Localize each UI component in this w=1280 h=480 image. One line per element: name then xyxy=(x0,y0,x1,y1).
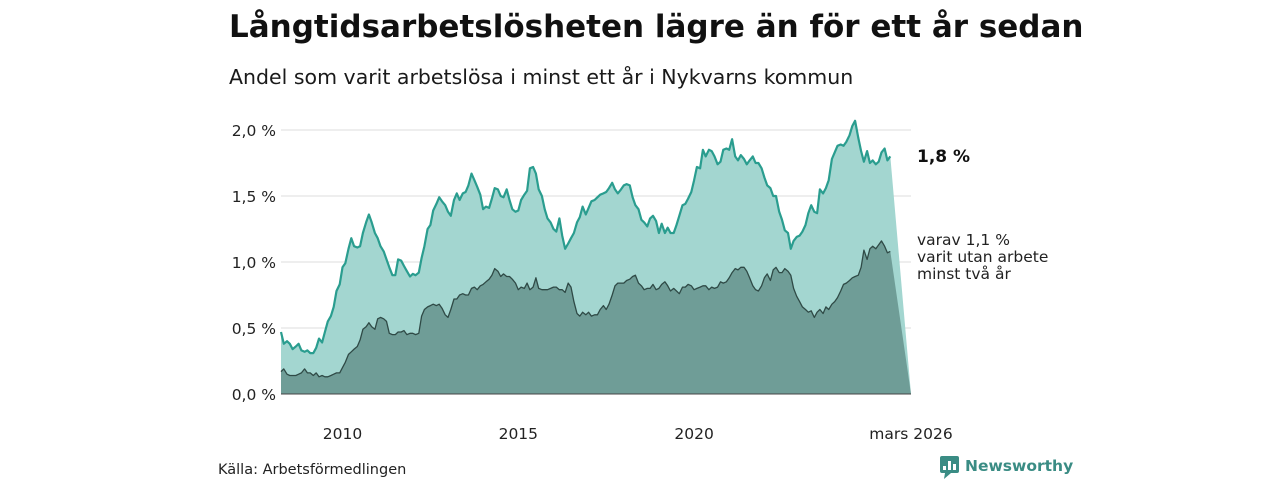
y-tick-label-3: 1,5 % xyxy=(232,188,276,206)
x-tick-label-1: 2015 xyxy=(499,425,538,443)
series-2-annotation-line-1: varav 1,1 % xyxy=(917,231,1010,249)
y-tick-label-4: 2,0 % xyxy=(232,122,276,140)
x-tick-label-3: mars 2026 xyxy=(869,425,952,443)
x-tick-label-0: 2010 xyxy=(323,425,362,443)
source-note: Källa: Arbetsförmedlingen xyxy=(218,462,406,478)
chart-title: Långtidsarbetslösheten lägre än för ett … xyxy=(229,9,1083,45)
y-tick-label-1: 0,5 % xyxy=(232,320,276,338)
x-tick-labels: 2010 2015 2020 mars 2026 xyxy=(323,425,953,443)
x-tick-label-2: 2020 xyxy=(674,425,713,443)
chart-subtitle: Andel som varit arbetslösa i minst ett å… xyxy=(229,64,853,89)
series-areas xyxy=(281,120,911,395)
newsworthy-logo: Newsworthy xyxy=(940,456,1073,479)
series-2-area xyxy=(281,240,911,394)
y-tick-label-0: 0,0 % xyxy=(232,386,276,404)
series-2-annotation-line-3: minst två år xyxy=(917,265,1011,283)
series-lines xyxy=(279,119,892,378)
series-2-annotation-line-2: varit utan arbete xyxy=(917,248,1048,266)
y-tick-labels: 0,0 % 0,5 % 1,0 % 1,5 % 2,0 % xyxy=(232,122,276,404)
y-tick-label-2: 1,0 % xyxy=(232,254,276,272)
brand-name: Newsworthy xyxy=(965,457,1073,475)
bar-chart-icon xyxy=(940,456,959,479)
series-1-end-label: 1,8 % xyxy=(917,147,970,167)
series-1-line xyxy=(279,119,892,355)
series-2-annotation: varav 1,1 % varit utan arbete minst två … xyxy=(917,231,1053,283)
series-2-line xyxy=(280,240,891,378)
